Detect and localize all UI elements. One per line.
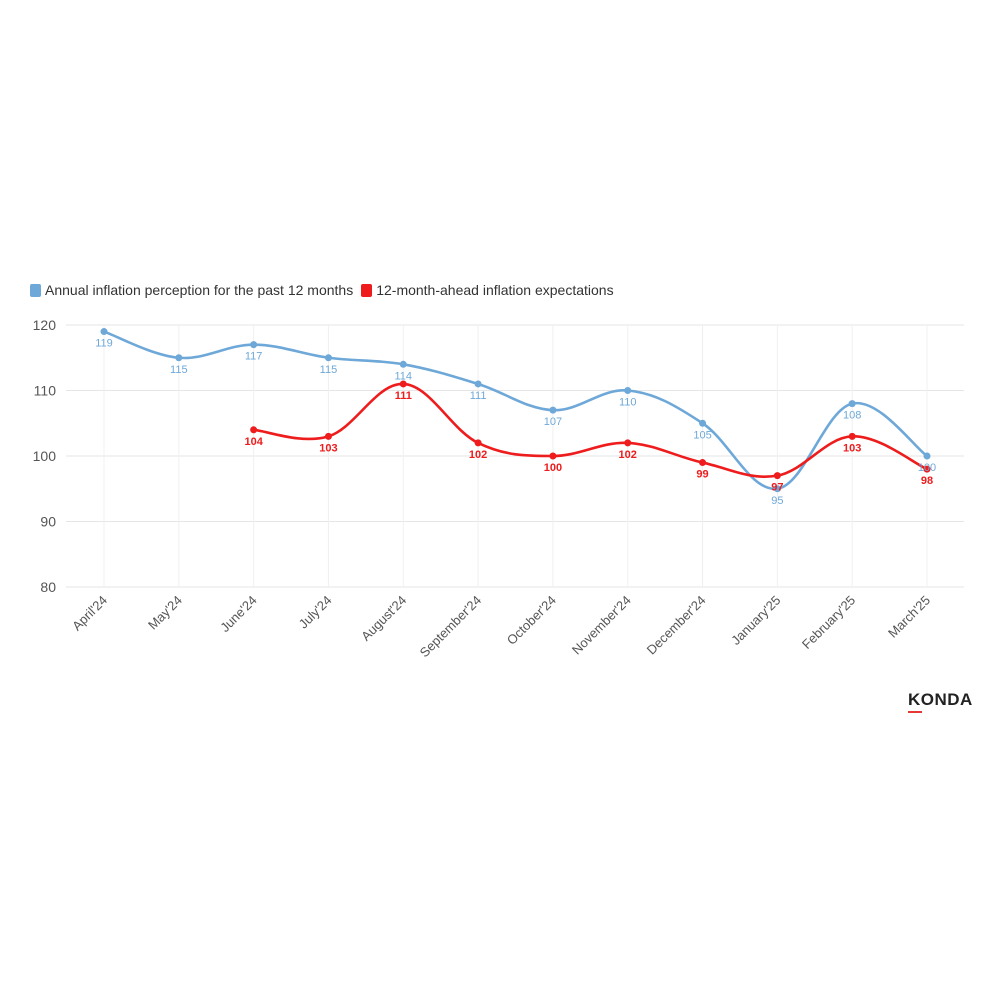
y-tick-label: 80 — [40, 579, 56, 595]
data-point-series-1 — [324, 354, 332, 362]
data-label-series-1: 100 — [918, 462, 936, 474]
x-tick-label: January'25 — [728, 593, 783, 648]
x-tick-label: October'24 — [504, 593, 559, 648]
data-label-series-1: 110 — [619, 397, 637, 409]
data-labels: 119 115 117 115 114 111 107 110 105 95 108 100 104 10… — [95, 338, 936, 507]
legend-item-series-1[interactable]: Annual inflation perception for the past… — [30, 282, 353, 298]
data-label-series-1: 95 — [771, 495, 783, 507]
data-label-series-2: 111 — [395, 390, 412, 402]
y-tick-label: 110 — [34, 383, 57, 399]
data-label-series-2: 98 — [921, 475, 933, 487]
data-label-series-1: 115 — [320, 364, 338, 376]
data-point-series-1 — [773, 485, 781, 493]
logo-accent-line — [908, 711, 922, 713]
data-label-series-1: 119 — [95, 338, 113, 350]
legend-label-series-2: 12-month-ahead inflation expectations — [376, 282, 614, 298]
data-label-series-2: 103 — [319, 442, 337, 454]
data-point-series-1 — [923, 452, 931, 460]
axes: 80 90 100 110 120 April'24 May'24 June'24 July'2… — [33, 317, 933, 660]
x-tick-label: March'25 — [885, 593, 933, 641]
legend-item-series-2[interactable]: 12-month-ahead inflation expectations — [361, 282, 614, 298]
data-point-series-1 — [250, 341, 258, 349]
x-tick-label: December'24 — [644, 593, 709, 658]
data-point-series-2 — [474, 439, 482, 447]
x-tick-label: June'24 — [217, 593, 260, 636]
y-tick-label: 120 — [33, 317, 57, 333]
data-label-series-2: 102 — [469, 449, 487, 461]
y-tick-label: 90 — [40, 514, 56, 530]
data-label-series-1: 117 — [245, 351, 263, 363]
data-point-series-1 — [175, 354, 183, 362]
data-label-series-2: 103 — [843, 442, 861, 454]
x-tick-label: April'24 — [69, 593, 110, 634]
x-tick-label: November'24 — [569, 593, 634, 658]
data-label-series-1: 105 — [693, 429, 711, 441]
data-point-series-2 — [699, 459, 707, 467]
data-point-series-2 — [399, 380, 407, 388]
data-point-series-1 — [699, 419, 707, 427]
data-label-series-2: 100 — [544, 462, 562, 474]
grid — [66, 324, 964, 588]
data-point-series-2 — [923, 465, 931, 473]
data-point-series-2 — [773, 472, 781, 480]
data-point-series-1 — [624, 387, 632, 394]
data-point-series-1 — [100, 328, 108, 336]
data-label-series-1: 111 — [470, 390, 487, 402]
data-label-series-2: 104 — [244, 436, 263, 448]
data-point-series-1 — [474, 380, 482, 388]
konda-logo: KONDA — [908, 690, 974, 722]
legend-swatch-series-2 — [361, 283, 373, 297]
data-point-series-2 — [624, 439, 632, 447]
data-point-series-1 — [399, 360, 407, 368]
series-line-1 — [103, 330, 928, 491]
y-tick-label: 100 — [33, 448, 57, 464]
data-point-series-1 — [848, 400, 856, 408]
data-label-series-2: 97 — [771, 482, 783, 494]
data-point-series-2 — [250, 426, 258, 434]
data-label-series-1: 107 — [544, 416, 562, 428]
x-tick-label: August'24 — [358, 593, 409, 644]
chart-legend: Annual inflation perception for the past… — [30, 282, 622, 298]
data-point-series-1 — [549, 406, 557, 414]
data-label-series-2: 99 — [696, 469, 708, 481]
data-label-series-1: 114 — [394, 370, 412, 382]
x-tick-label: May'24 — [145, 593, 185, 633]
series-layer — [100, 328, 931, 493]
x-tick-label: September'24 — [417, 593, 485, 661]
data-label-series-1: 115 — [170, 364, 188, 376]
legend-label-series-1: Annual inflation perception for the past… — [45, 282, 354, 298]
data-label-series-2: 102 — [619, 449, 637, 461]
data-point-series-2 — [848, 432, 856, 440]
series-line-2 — [253, 382, 928, 478]
data-label-series-1: 108 — [843, 410, 861, 422]
x-tick-label: July'24 — [296, 593, 335, 632]
legend-swatch-series-1 — [30, 283, 41, 297]
logo-text: KONDA — [908, 690, 973, 709]
data-point-series-2 — [549, 452, 557, 460]
data-point-series-2 — [324, 432, 332, 440]
x-tick-label: February'25 — [799, 593, 858, 652]
